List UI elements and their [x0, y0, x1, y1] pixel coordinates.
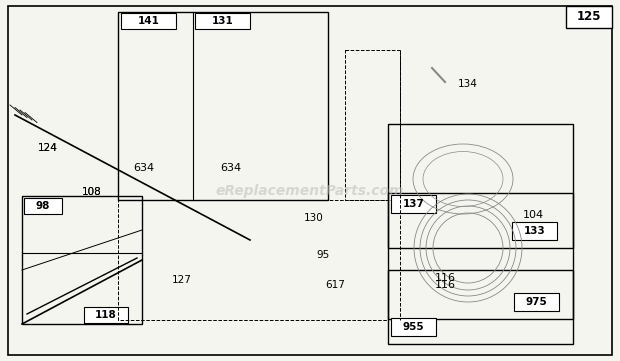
- Text: 955: 955: [402, 322, 424, 332]
- Text: 125: 125: [577, 10, 601, 23]
- Bar: [391, 195, 436, 213]
- Text: 975: 975: [526, 297, 547, 307]
- Bar: [22, 196, 142, 324]
- Text: 124: 124: [38, 143, 58, 153]
- Bar: [24, 198, 62, 214]
- Text: 98: 98: [36, 201, 50, 211]
- Text: 108: 108: [82, 187, 102, 197]
- Text: 116: 116: [435, 273, 456, 283]
- Text: 104: 104: [523, 210, 544, 220]
- Bar: [391, 318, 436, 336]
- Text: 134: 134: [458, 79, 478, 89]
- Bar: [388, 124, 573, 248]
- Text: 133: 133: [524, 226, 546, 236]
- Text: 634: 634: [220, 163, 241, 173]
- Bar: [345, 50, 400, 200]
- Bar: [195, 13, 250, 29]
- Text: 95: 95: [316, 250, 329, 260]
- Bar: [121, 13, 176, 29]
- Text: 116: 116: [435, 280, 456, 290]
- Bar: [84, 307, 128, 323]
- Bar: [512, 222, 557, 240]
- Bar: [566, 6, 612, 28]
- Text: eReplacementParts.com: eReplacementParts.com: [216, 183, 404, 197]
- Text: 124: 124: [38, 143, 58, 153]
- Bar: [514, 293, 559, 311]
- Text: 617: 617: [325, 280, 345, 290]
- Bar: [118, 12, 328, 200]
- Text: 108: 108: [82, 187, 102, 197]
- Text: 141: 141: [138, 16, 159, 26]
- Text: 130: 130: [304, 213, 324, 223]
- Text: 127: 127: [172, 275, 192, 285]
- Text: 118: 118: [95, 310, 117, 320]
- Bar: [388, 270, 573, 344]
- Text: 137: 137: [402, 199, 425, 209]
- Bar: [118, 200, 388, 320]
- Bar: [388, 193, 573, 319]
- Text: 131: 131: [211, 16, 233, 26]
- Text: 634: 634: [133, 163, 154, 173]
